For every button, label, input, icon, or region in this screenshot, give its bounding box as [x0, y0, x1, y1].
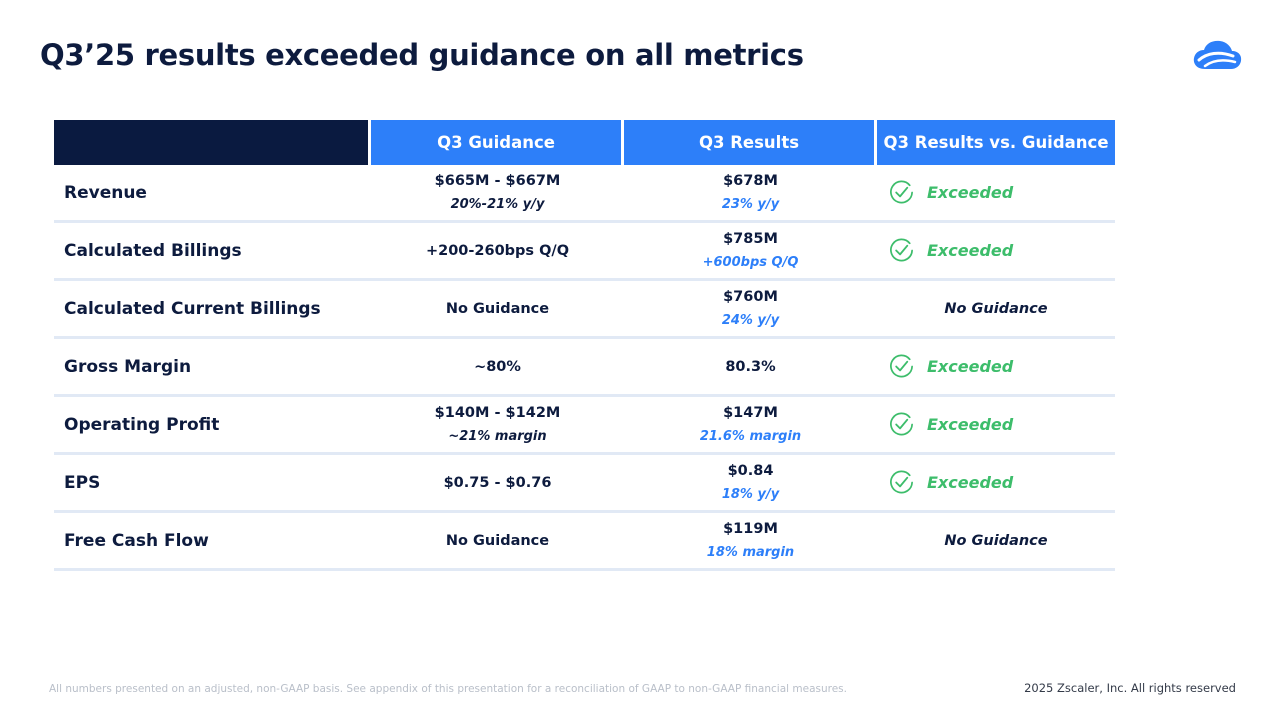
- check-circle-icon: [890, 412, 913, 436]
- header-row: Q3 Guidance Q3 Results Q3 Results vs. Gu…: [54, 120, 1115, 165]
- result-detail: 23% y/y: [721, 196, 780, 212]
- header-results-vs-guidance: Q3 Results vs. Guidance: [877, 120, 1115, 165]
- header-corner: [54, 120, 371, 165]
- result-value: $119M: [723, 520, 778, 537]
- metric-label: Operating Profit: [54, 397, 371, 455]
- metric-label: Calculated Current Billings: [54, 281, 371, 339]
- status-cell: Exceeded: [877, 223, 1115, 281]
- status-cell: Exceeded: [877, 339, 1115, 397]
- guidance-cell: +200-260bps Q/Q: [371, 223, 624, 281]
- result-value: $760M: [723, 288, 778, 305]
- status-exceeded: Exceeded: [927, 357, 1014, 376]
- guidance-value: $140M - $142M: [434, 404, 561, 421]
- table-row: EPS $0.75 - $0.76 $0.84 18% y/y Exceeded: [54, 455, 1115, 513]
- status-exceeded: Exceeded: [927, 241, 1014, 260]
- result-value: $785M: [723, 230, 778, 247]
- guidance-value: No Guidance: [445, 532, 550, 549]
- status-no-guidance: No Guidance: [944, 532, 1048, 549]
- metric-label: EPS: [54, 455, 371, 513]
- result-detail: 21.6% margin: [699, 428, 802, 444]
- guidance-value: +200-260bps Q/Q: [425, 242, 570, 259]
- result-detail: 18% y/y: [721, 486, 780, 502]
- guidance-detail: 20%-21% y/y: [450, 196, 545, 212]
- status-exceeded: Exceeded: [927, 473, 1014, 492]
- metric-label: Revenue: [54, 165, 371, 223]
- table-row: Free Cash Flow No Guidance $119M 18% margin…: [54, 513, 1115, 571]
- result-value: $0.84: [727, 462, 774, 479]
- guidance-cell: $140M - $142M ~21% margin: [371, 397, 624, 455]
- check-circle-icon: [890, 180, 913, 204]
- table-row: Revenue $665M - $667M 20%-21% y/y $678M 23% …: [54, 165, 1115, 223]
- result-cell: $678M 23% y/y: [624, 165, 877, 223]
- status-exceeded: Exceeded: [927, 415, 1014, 434]
- result-cell: $147M 21.6% margin: [624, 397, 877, 455]
- result-cell: $0.84 18% y/y: [624, 455, 877, 513]
- footnote: All numbers presented on an adjusted, no…: [49, 683, 847, 695]
- status-cell: Exceeded: [877, 455, 1115, 513]
- copyright: 2025 Zscaler, Inc. All rights reserved: [1024, 681, 1236, 695]
- header-q3-results: Q3 Results: [624, 120, 877, 165]
- guidance-cell: No Guidance: [371, 281, 624, 339]
- guidance-value: $0.75 - $0.76: [443, 474, 552, 491]
- check-circle-icon: [890, 354, 913, 378]
- table-row: Operating Profit $140M - $142M ~21% margin…: [54, 397, 1115, 455]
- header-q3-guidance: Q3 Guidance: [371, 120, 624, 165]
- check-circle-icon: [890, 470, 913, 494]
- guidance-cell: ~80%: [371, 339, 624, 397]
- result-cell: $760M 24% y/y: [624, 281, 877, 339]
- status-cell: No Guidance: [877, 281, 1115, 339]
- result-value: 80.3%: [725, 358, 776, 375]
- results-table: Q3 Guidance Q3 Results Q3 Results vs. Gu…: [54, 120, 1115, 571]
- result-cell: 80.3%: [624, 339, 877, 397]
- result-detail: +600bps Q/Q: [702, 254, 799, 270]
- table-row: Calculated Current Billings No Guidance $7…: [54, 281, 1115, 339]
- result-value: $678M: [723, 172, 778, 189]
- zscaler-cloud-logo-icon: [1193, 40, 1242, 69]
- metric-label: Gross Margin: [54, 339, 371, 397]
- guidance-cell: $665M - $667M 20%-21% y/y: [371, 165, 624, 223]
- status-cell: Exceeded: [877, 397, 1115, 455]
- check-circle-icon: [890, 238, 913, 262]
- guidance-detail: ~21% margin: [448, 428, 547, 444]
- result-cell: $785M +600bps Q/Q: [624, 223, 877, 281]
- guidance-cell: $0.75 - $0.76: [371, 455, 624, 513]
- result-cell: $119M 18% margin: [624, 513, 877, 571]
- metric-label: Free Cash Flow: [54, 513, 371, 571]
- metric-label: Calculated Billings: [54, 223, 371, 281]
- guidance-value: ~80%: [474, 358, 521, 375]
- result-detail: 18% margin: [706, 544, 795, 560]
- guidance-value: No Guidance: [445, 300, 550, 317]
- guidance-cell: No Guidance: [371, 513, 624, 571]
- guidance-value: $665M - $667M: [434, 172, 561, 189]
- table-row: Gross Margin ~80% 80.3% Exceeded: [54, 339, 1115, 397]
- table-row: Calculated Billings +200-260bps Q/Q $785M +…: [54, 223, 1115, 281]
- status-cell: No Guidance: [877, 513, 1115, 571]
- status-cell: Exceeded: [877, 165, 1115, 223]
- status-no-guidance: No Guidance: [944, 300, 1048, 317]
- slide-title: Q3’25 results exceeded guidance on all m…: [40, 38, 804, 72]
- result-value: $147M: [723, 404, 778, 421]
- status-exceeded: Exceeded: [927, 183, 1014, 202]
- result-detail: 24% y/y: [721, 312, 780, 328]
